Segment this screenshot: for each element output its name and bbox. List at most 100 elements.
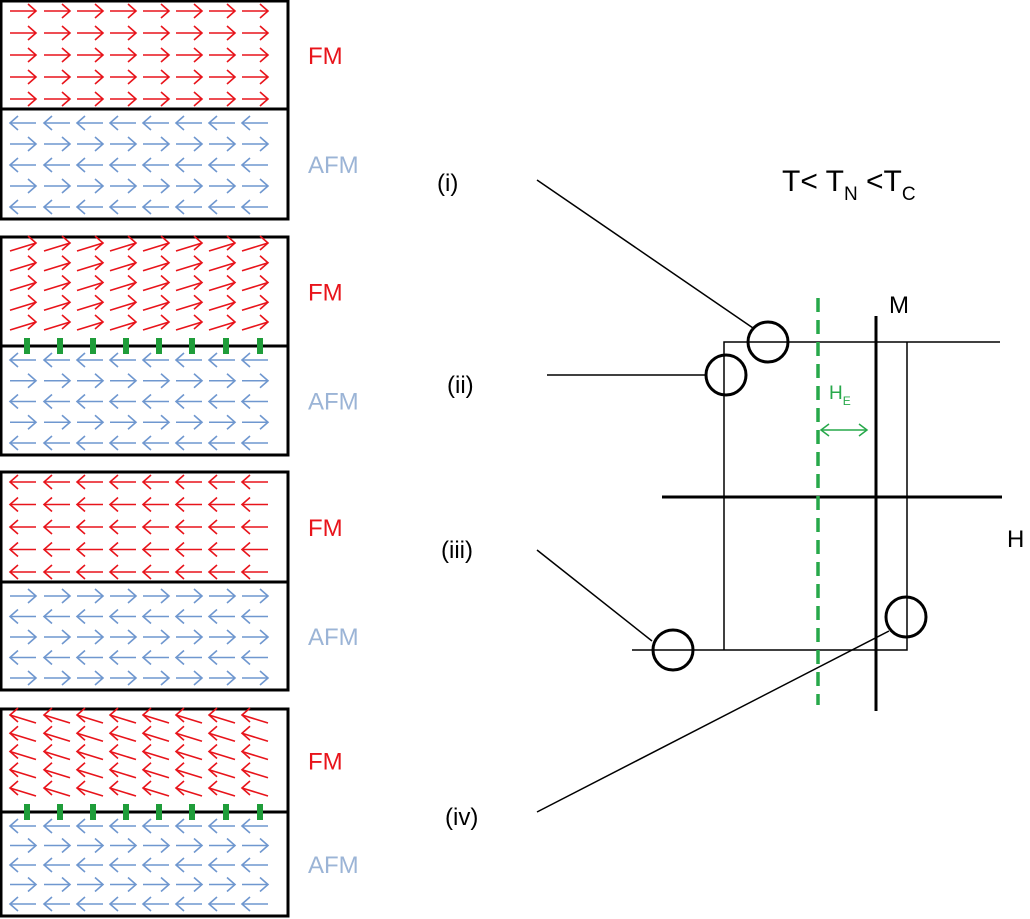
exchange-field-label: HE <box>829 383 851 408</box>
loop-upper-branch <box>723 341 1000 650</box>
fm-spin-arrow <box>77 3 105 19</box>
afm-spin-arrow <box>75 896 103 912</box>
afm-spin-arrow <box>108 393 136 410</box>
fm-spin-arrow <box>75 762 104 779</box>
afm-spin-arrow <box>8 115 36 131</box>
pinned-spin-marker <box>189 804 195 820</box>
afm-spin-arrow <box>174 857 202 873</box>
point-marker-iv <box>884 595 928 639</box>
afm-spin-arrow <box>209 876 237 893</box>
afm-spin-arrow <box>77 629 105 645</box>
afm-spin-arrow <box>242 373 270 389</box>
fm-spin-arrow <box>77 25 105 41</box>
fm-spin-arrow <box>241 294 270 312</box>
fm-spin-arrow <box>108 743 137 761</box>
afm-spin-arrow <box>176 373 204 389</box>
fm-spin-arrow <box>143 47 171 63</box>
afm-spin-arrow <box>44 837 72 854</box>
fm-spin-arrow <box>108 780 137 797</box>
fm-spin-arrow <box>44 47 72 63</box>
fm-spin-arrow <box>9 274 38 292</box>
afm-spin-arrow <box>141 352 169 368</box>
fm-spin-arrow <box>176 25 204 41</box>
pinned-spin-marker <box>123 338 129 354</box>
afm-spin-arrow <box>209 670 237 686</box>
fm-spin-arrow <box>141 474 169 490</box>
pinned-spin-marker <box>223 338 229 354</box>
spin-panel-2: FM AFM <box>0 235 359 457</box>
afm-spin-arrow <box>108 896 136 912</box>
fm-spin-arrow <box>10 25 38 41</box>
afm-spin-arrow <box>143 414 171 430</box>
fm-spin-arrow <box>75 780 104 797</box>
fm-spin-arrow <box>209 25 237 41</box>
afm-spin-arrow <box>174 115 202 131</box>
m-axis-label: M <box>889 292 909 319</box>
afm-spin-arrow <box>8 649 36 666</box>
fm-spin-arrow <box>143 3 171 19</box>
afm-spin-arrow <box>110 629 138 645</box>
fm-spin-arrow <box>10 69 38 85</box>
fm-spin-arrow <box>142 255 171 272</box>
fm-spin-arrow <box>42 474 70 490</box>
fm-spin-arrow <box>42 743 71 761</box>
afm-spin-arrow <box>110 588 138 604</box>
afm-spin-arrow <box>141 649 169 666</box>
fm-spin-arrow <box>75 541 103 558</box>
fm-spin-arrow <box>175 274 204 292</box>
pinned-spin-marker <box>189 338 195 354</box>
fm-spin-arrow <box>8 519 36 535</box>
afm-spin-arrow <box>141 896 169 912</box>
afm-spin-arrow <box>108 608 136 625</box>
afm-spin-arrow <box>10 876 38 893</box>
fm-spin-arrow <box>9 255 38 272</box>
fm-spin-arrow <box>174 762 203 779</box>
afm-spin-arrow <box>110 670 138 686</box>
afm-spin-arrow <box>242 629 270 645</box>
afm-spin-arrow <box>44 670 72 686</box>
fm-spin-arrow <box>75 519 103 535</box>
afm-spin-arrow <box>141 818 169 834</box>
afm-spin-arrow <box>75 199 103 215</box>
fm-spin-arrow <box>141 496 169 513</box>
fm-spin-arrow <box>174 707 203 724</box>
fm-spin-arrow <box>76 274 105 292</box>
pinned-spin-marker <box>123 804 129 820</box>
afm-spin-arrow <box>242 178 270 194</box>
fm-spin-arrow <box>44 25 72 41</box>
fm-spin-arrow <box>175 235 204 252</box>
afm-spin-arrow <box>42 896 70 912</box>
afm-spin-arrow <box>44 876 72 893</box>
afm-spin-arrow <box>42 199 70 215</box>
afm-spin-arrow <box>77 588 105 604</box>
afm-spin-arrow <box>143 876 171 893</box>
fm-spin-arrow <box>240 725 269 743</box>
fm-spin-arrow <box>42 725 71 743</box>
fm-spin-arrow <box>44 3 72 19</box>
fm-spin-arrow <box>240 496 268 513</box>
fm-spin-arrow <box>42 780 71 797</box>
fm-spin-arrow <box>9 235 38 252</box>
point-label-i: (i) <box>437 170 458 197</box>
loop-lower-branch <box>632 342 908 651</box>
fm-spin-arrow <box>109 314 138 331</box>
fm-spin-arrow <box>240 519 268 535</box>
pinned-spin-marker <box>257 338 263 354</box>
afm-spin-arrow <box>176 136 204 152</box>
afm-spin-arrow <box>77 414 105 430</box>
afm-spin-arrow <box>143 178 171 194</box>
afm-spin-arrow <box>143 837 171 854</box>
afm-spin-arrow <box>44 178 72 194</box>
fm-spin-arrow <box>240 743 269 761</box>
afm-spin-arrow <box>42 857 70 873</box>
spin-panel-4: FM AFM <box>0 707 359 918</box>
fm-spin-arrow <box>8 725 37 743</box>
fm-label: FM <box>308 280 343 307</box>
afm-spin-arrow <box>42 115 70 131</box>
fm-spin-arrow <box>174 780 203 797</box>
fm-spin-arrow <box>242 69 270 85</box>
afm-spin-arrow <box>207 608 235 625</box>
exchange-field-arrowhead-left <box>819 423 830 437</box>
afm-spin-arrow <box>75 857 103 873</box>
